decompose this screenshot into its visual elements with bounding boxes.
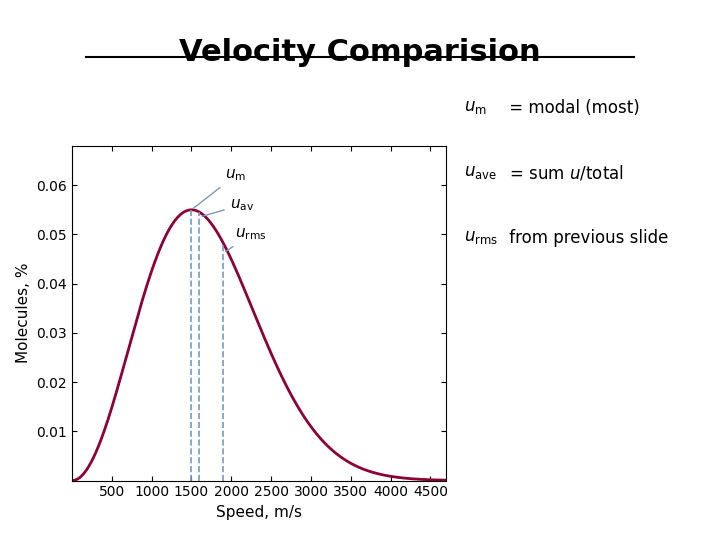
Text: $u_{\mathrm{m}}$: $u_{\mathrm{m}}$ bbox=[194, 167, 246, 208]
Text: = sum $u$/total: = sum $u$/total bbox=[504, 163, 624, 183]
Text: $u_{\mathrm{m}}$: $u_{\mathrm{m}}$ bbox=[464, 99, 487, 117]
Text: $u_{\mathrm{av}}$: $u_{\mathrm{av}}$ bbox=[202, 197, 254, 217]
Text: $u_{\mathrm{rms}}$: $u_{\mathrm{rms}}$ bbox=[464, 229, 498, 246]
Y-axis label: Molecules, %: Molecules, % bbox=[16, 263, 31, 363]
Text: from previous slide: from previous slide bbox=[504, 228, 668, 247]
Text: $u_{\mathrm{ave}}$: $u_{\mathrm{ave}}$ bbox=[464, 164, 498, 181]
Text: $u_{\mathrm{rms}}$: $u_{\mathrm{rms}}$ bbox=[225, 227, 266, 252]
Text: Velocity Comparision: Velocity Comparision bbox=[179, 38, 541, 67]
X-axis label: Speed, m/s: Speed, m/s bbox=[216, 505, 302, 520]
Text: = modal (most): = modal (most) bbox=[504, 99, 640, 117]
